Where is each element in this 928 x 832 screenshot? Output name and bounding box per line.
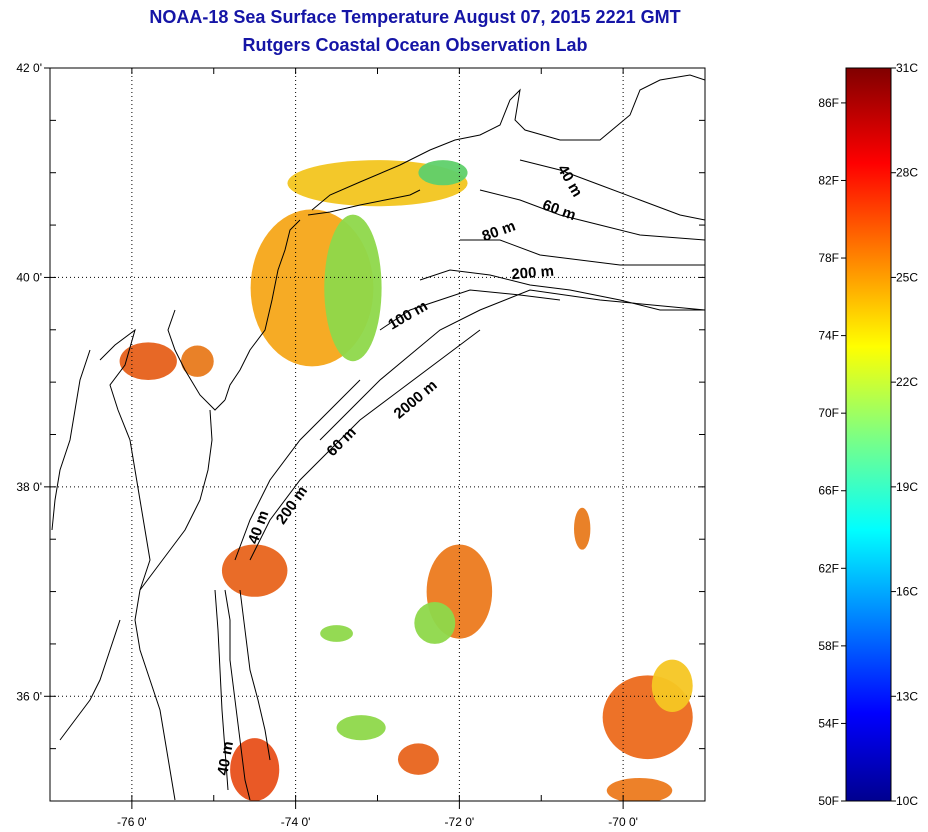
lon-tick-label: -74 0' [281,815,311,829]
depth-contour-label: 200 m [273,483,311,528]
lat-tick-label: 40 0' [16,270,42,284]
sst-patch [606,777,673,801]
sst-patch [119,342,177,381]
lon-tick-label: -72 0' [445,815,475,829]
lat-tick-label: 42 0' [16,61,42,75]
sst-patch [221,544,288,597]
lat-tick-label: 38 0' [16,480,42,494]
sst-patch [574,507,591,550]
depth-contour-label: 40 m [554,162,586,200]
colorbar-labels: 86F 82F 78F 74F 70F 66F 62F 58F 54F 50F 31C 28C 25C 2… [818,61,918,808]
lon-tick-label: -76 0' [117,815,147,829]
sst-patch [230,738,280,801]
depth-contour-label: 80 m [480,217,518,245]
sst-patch [336,715,386,741]
sst-patch [181,345,214,377]
colorbar-f-label: 74F [818,329,839,343]
depth-contour-label: 2000 m [391,377,441,423]
depth-contour-label: 200 m [511,263,555,284]
map-title: NOAA-18 Sea Surface Temperature August 0… [149,7,681,27]
colorbar-f-label: 62F [818,561,839,575]
colorbar-c-label: 10C [896,794,918,808]
sst-patch [397,743,439,775]
sst-patch [324,214,382,362]
sst-layer [119,160,693,801]
colorbar-f-label: 86F [818,96,839,110]
sst-patch [418,160,468,186]
depth-contour-label: 40 m [214,740,237,777]
colorbar-f-label: 54F [818,716,839,730]
colorbar-f-label: 50F [818,794,839,808]
map-subtitle: Rutgers Coastal Ocean Observation Lab [242,35,588,55]
depth-contour-label: 60 m [323,424,359,460]
colorbar-f-label: 82F [818,173,839,187]
colorbar-f-label: 78F [818,251,839,265]
colorbar [845,67,892,802]
lat-tick-label: 36 0' [16,689,42,703]
colorbar-f-label: 66F [818,484,839,498]
colorbar-f-label: 70F [818,406,839,420]
depth-contour-label: 60 m [540,197,578,225]
depth-contour-label: 100 m [385,297,430,333]
colorbar-c-label: 31C [896,61,918,75]
colorbar-c-label: 22C [896,375,918,389]
sst-patch [414,602,456,644]
sst-patch [651,659,693,712]
colorbar-f-label: 58F [818,639,839,653]
colorbar-c-label: 19C [896,480,918,494]
axis-ticks: -76 0' -74 0' -72 0' -70 0' 42 0' 40 0' 38 0' 3… [16,61,706,829]
lon-tick-label: -70 0' [608,815,638,829]
colorbar-c-label: 25C [896,270,918,284]
colorbar-c-label: 16C [896,585,918,599]
depth-contour-label: 40 m [245,508,273,546]
colorbar-c-label: 13C [896,689,918,703]
sst-patch [320,625,353,642]
coastline [51,74,705,801]
colorbar-c-label: 28C [896,166,918,180]
